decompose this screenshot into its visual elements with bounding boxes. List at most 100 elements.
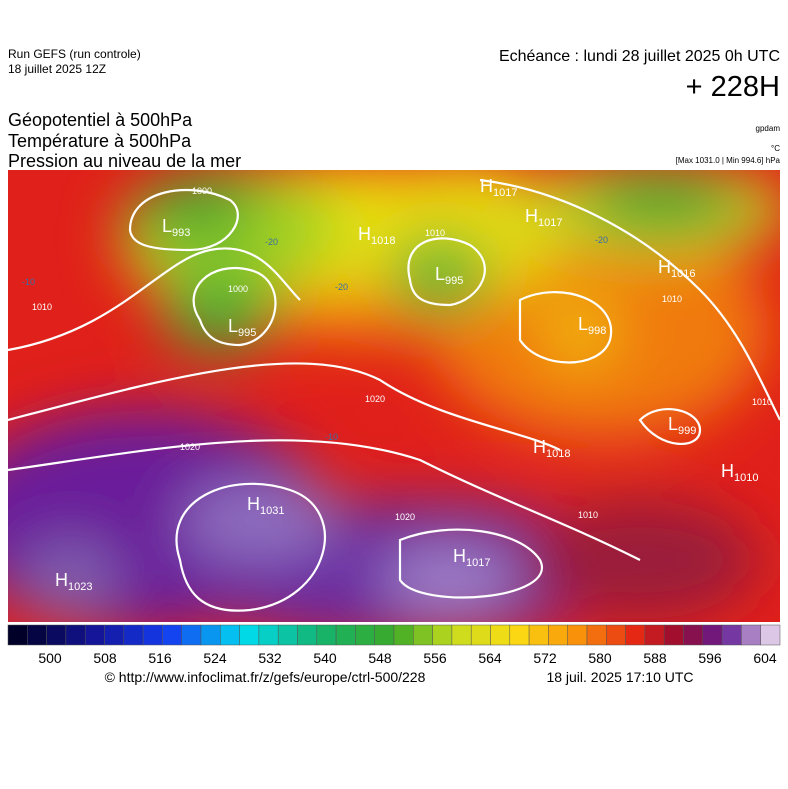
color-swatch — [721, 624, 742, 646]
color-swatch — [644, 624, 665, 646]
color-swatch — [142, 624, 163, 646]
pressure-center: H1018 — [533, 437, 570, 460]
color-swatch — [84, 624, 105, 646]
color-swatch — [123, 624, 144, 646]
timestamp: 18 juil. 2025 17:10 UTC — [546, 669, 693, 685]
center-kind: L — [668, 414, 678, 434]
pressure-center: H1023 — [55, 570, 92, 593]
colorbar-tick-label: 524 — [203, 650, 227, 666]
color-swatch — [316, 624, 337, 646]
pressure-center: H1018 — [358, 224, 395, 247]
color-swatch — [413, 624, 433, 646]
color-swatch — [200, 624, 221, 646]
contour-label: 1020 — [365, 394, 385, 404]
color-swatch — [702, 624, 723, 646]
source-url: © http://www.infoclimat.fr/z/gefs/europe… — [105, 669, 426, 685]
color-swatch — [258, 624, 279, 646]
field-name: Température à 500hPa — [8, 131, 192, 151]
contour-label: -10 — [22, 277, 35, 287]
color-swatch — [162, 624, 182, 646]
contour-label: 1020 — [395, 512, 415, 522]
color-swatch — [393, 624, 414, 646]
pressure-center: L993 — [162, 216, 190, 239]
run-date: 18 juillet 2025 12Z — [8, 62, 106, 76]
pressure-center: L995 — [228, 316, 256, 339]
contour-label: 1010 — [32, 302, 52, 312]
pressure-center: H1017 — [525, 206, 562, 229]
center-value: 1017 — [493, 187, 517, 199]
pressure-center: H1016 — [658, 257, 695, 280]
color-swatch — [586, 624, 607, 646]
center-kind: H — [480, 176, 493, 196]
pressure-centers: H1017H1017H1016H1018L995L995L993L998L999… — [55, 176, 758, 593]
contour-label: -20 — [335, 282, 348, 292]
color-swatch — [27, 624, 47, 646]
contour-label: 1020 — [180, 442, 200, 452]
color-swatch — [7, 624, 28, 646]
center-value: 995 — [445, 275, 463, 287]
pressure-range: [Max 1031.0 | Min 994.6] hPa — [676, 156, 781, 165]
color-swatch — [277, 624, 298, 646]
center-value: 1018 — [371, 235, 395, 247]
pressure-center: L995 — [435, 264, 463, 287]
color-swatch — [46, 624, 67, 646]
center-kind: H — [721, 461, 734, 481]
pressure-center: L998 — [578, 314, 606, 337]
colorbar-tick-label: 556 — [423, 650, 447, 666]
lead-time: + 228H — [686, 71, 780, 103]
color-swatch — [470, 624, 491, 646]
contour-label: 1010 — [425, 228, 445, 238]
color-swatch — [432, 624, 453, 646]
color-swatch — [297, 624, 318, 646]
colorbar-tick-label: 540 — [313, 650, 337, 666]
colorbar-tick-label: 532 — [258, 650, 282, 666]
color-swatch — [355, 624, 375, 646]
center-value: 1016 — [671, 268, 695, 280]
contour-label: -20 — [595, 235, 608, 245]
contour-labels: 1000 1000 1010 1010 1010 1010 1020 1020 1020 1010… — [22, 186, 772, 522]
unit-label: gpdam — [756, 124, 781, 133]
color-swatch — [181, 624, 202, 646]
field-name: Géopotentiel à 500hPa — [8, 110, 193, 130]
contour-label: -20 — [265, 237, 278, 247]
unit-label: °C — [771, 144, 780, 153]
center-value: 1018 — [546, 448, 570, 460]
center-value: 1017 — [538, 217, 562, 229]
color-swatch — [239, 624, 260, 646]
pressure-center: H1017 — [480, 176, 517, 199]
color-swatch — [220, 624, 240, 646]
run-name: Run GEFS (run controle) — [8, 47, 141, 61]
color-swatch — [625, 624, 646, 646]
pressure-center: H1017 — [453, 546, 490, 569]
contour-label: 1000 — [228, 284, 248, 294]
center-kind: L — [435, 264, 445, 284]
color-swatch — [335, 624, 356, 646]
center-value: 1023 — [68, 581, 92, 593]
center-value: 1031 — [260, 505, 284, 517]
contour-label: -10 — [325, 432, 338, 442]
color-swatch — [104, 624, 125, 646]
forecast-time: Echéance : lundi 28 juillet 2025 0h UTC — [499, 48, 780, 65]
center-kind: H — [453, 546, 466, 566]
color-swatch — [490, 624, 511, 646]
colorbar-tick-label: 500 — [38, 650, 62, 666]
center-kind: H — [247, 494, 260, 514]
center-value: 998 — [588, 325, 606, 337]
pressure-center: H1010 — [721, 461, 758, 484]
center-kind: L — [162, 216, 172, 236]
pressure-center: L999 — [668, 414, 696, 437]
color-swatch — [567, 624, 588, 646]
colorbar-tick-label: 588 — [643, 650, 667, 666]
map-field — [8, 170, 780, 622]
center-kind: H — [525, 206, 538, 226]
center-value: 1017 — [466, 557, 490, 569]
color-swatch — [548, 624, 568, 646]
color-swatch — [65, 624, 86, 646]
center-kind: L — [228, 316, 238, 336]
color-swatch — [451, 624, 472, 646]
color-swatch — [760, 624, 781, 646]
center-value: 995 — [238, 327, 256, 339]
center-kind: H — [55, 570, 68, 590]
color-swatch — [663, 624, 684, 646]
